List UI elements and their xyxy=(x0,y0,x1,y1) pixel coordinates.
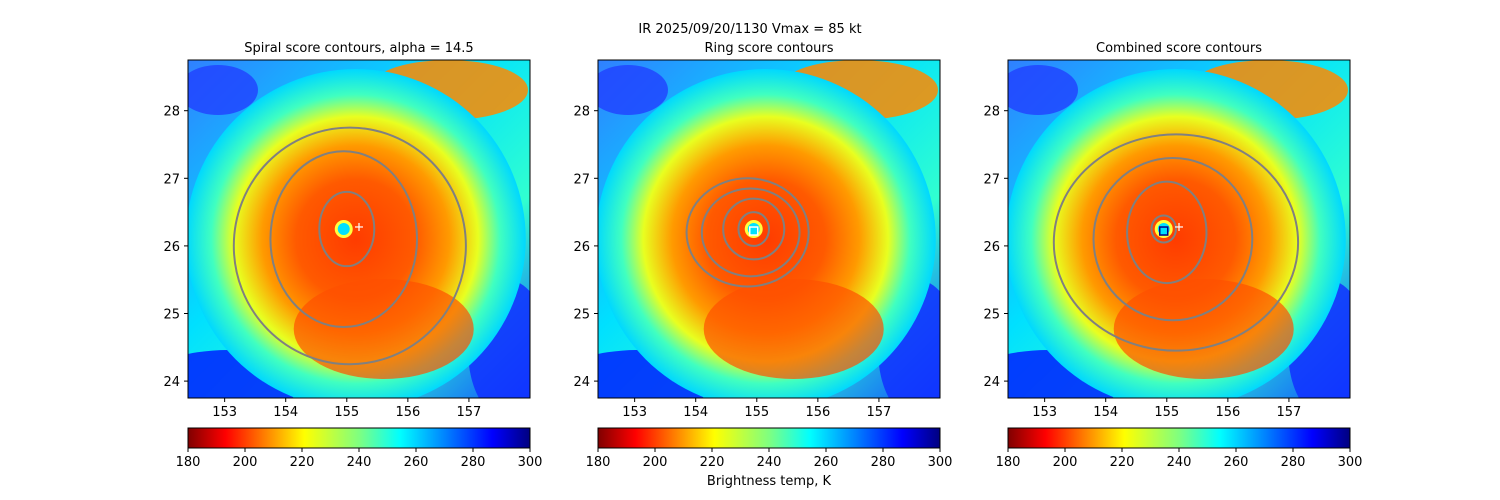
colorbar-tick-label: 240 xyxy=(347,455,372,470)
y-tick-label: 28 xyxy=(163,105,180,120)
cold-cloud-region xyxy=(598,65,668,115)
y-tick-label: 26 xyxy=(983,240,1000,255)
chart-panel-1: Spiral score contours, alpha = 14.5 153 15… xyxy=(163,41,543,470)
colorbar xyxy=(187,427,531,449)
colorbar-tick-label: 200 xyxy=(643,455,668,470)
score-contour xyxy=(737,211,770,247)
colorbar-tick-label: 300 xyxy=(518,455,543,470)
chart-panel-2: Ring score contours 153 154 155 156 157 24 25 26… xyxy=(573,41,953,470)
colorbar-tick-label: 240 xyxy=(757,455,782,470)
x-tick-label: 155 xyxy=(1154,405,1179,420)
score-contour xyxy=(318,190,376,268)
x-tick-label: 157 xyxy=(457,405,482,420)
storm-eye xyxy=(747,223,760,235)
y-tick-label: 28 xyxy=(573,105,590,120)
x-tick-label: 155 xyxy=(744,405,769,420)
y-tick-label: 24 xyxy=(573,375,590,390)
colorbar-tick-label: 260 xyxy=(814,455,839,470)
x-tick-label: 154 xyxy=(683,405,708,420)
rainband xyxy=(703,279,884,379)
colorbar-label: Brightness temp, K xyxy=(707,474,832,489)
y-tick-label: 24 xyxy=(163,375,180,390)
colorbar-tick-label: 220 xyxy=(1110,455,1135,470)
x-tick-label: 153 xyxy=(212,405,237,420)
score-contour xyxy=(722,197,786,261)
storm-eye xyxy=(1157,223,1170,235)
cold-cloud-region xyxy=(188,65,258,115)
score-contour xyxy=(1052,133,1300,352)
storm-eye xyxy=(337,223,350,235)
y-tick-label: 24 xyxy=(983,375,1000,390)
rainband xyxy=(293,279,474,379)
satellite-image xyxy=(1008,60,1350,398)
cold-cloud-region xyxy=(1008,65,1078,115)
colorbar-tick-label: 180 xyxy=(176,455,201,470)
center-marker xyxy=(748,226,759,236)
y-tick-label: 25 xyxy=(573,308,590,323)
y-tick-label: 28 xyxy=(983,105,1000,120)
score-contour xyxy=(700,187,801,278)
colorbar-tick-label: 260 xyxy=(404,455,429,470)
x-tick-label: 154 xyxy=(273,405,298,420)
figure-suptitle: IR 2025/09/20/1130 Vmax = 85 kt xyxy=(638,22,862,37)
panel-title: Combined score contours xyxy=(1096,41,1262,56)
colorbar-tick-label: 200 xyxy=(1053,455,1078,470)
y-tick-label: 26 xyxy=(163,240,180,255)
y-tick-label: 27 xyxy=(163,172,180,187)
colorbar-tick-label: 240 xyxy=(1167,455,1192,470)
panel-title: Spiral score contours, alpha = 14.5 xyxy=(244,41,473,56)
axes-frame xyxy=(187,59,531,399)
y-tick-label: 25 xyxy=(163,308,180,323)
colorbar-tick-label: 300 xyxy=(928,455,953,470)
x-tick-label: 154 xyxy=(1093,405,1118,420)
x-tick-label: 155 xyxy=(334,405,359,420)
score-contour xyxy=(232,126,467,366)
colorbar-tick-label: 220 xyxy=(290,455,315,470)
colorbar-tick-label: 180 xyxy=(996,455,1021,470)
x-tick-label: 153 xyxy=(622,405,647,420)
x-tick-label: 153 xyxy=(1032,405,1057,420)
colorbar-tick-label: 220 xyxy=(700,455,725,470)
y-tick-label: 26 xyxy=(573,240,590,255)
colorbar-tick-label: 200 xyxy=(233,455,258,470)
x-tick-label: 156 xyxy=(1215,405,1240,420)
chart-panel-3: Combined score contours 153 154 155 156 157 24… xyxy=(983,41,1363,470)
colorbar-tick-label: 280 xyxy=(871,455,896,470)
colorbar-tick-label: 260 xyxy=(1224,455,1249,470)
colorbar-tick-label: 280 xyxy=(461,455,486,470)
y-tick-label: 27 xyxy=(983,172,1000,187)
score-contour xyxy=(1150,214,1177,244)
x-tick-label: 157 xyxy=(867,405,892,420)
score-contour xyxy=(1092,157,1254,322)
x-tick-label: 156 xyxy=(395,405,420,420)
colorbar-tick-label: 300 xyxy=(1338,455,1363,470)
colorbar xyxy=(1007,427,1351,449)
y-tick-label: 25 xyxy=(983,308,1000,323)
axes-frame xyxy=(597,59,941,399)
panel-title: Ring score contours xyxy=(704,41,833,56)
center-marker-2 xyxy=(1158,226,1169,236)
colorbar-tick-label: 280 xyxy=(1281,455,1306,470)
x-tick-label: 157 xyxy=(1277,405,1302,420)
satellite-image xyxy=(188,60,530,398)
axes-frame xyxy=(1007,59,1351,399)
score-contour xyxy=(1126,180,1208,285)
score-contour xyxy=(685,177,810,288)
colorbar xyxy=(597,427,941,449)
colorbar-tick-label: 180 xyxy=(586,455,611,470)
y-tick-label: 27 xyxy=(573,172,590,187)
rainband xyxy=(1113,279,1294,379)
satellite-image xyxy=(598,60,940,398)
score-contour xyxy=(269,150,419,329)
x-tick-label: 156 xyxy=(805,405,830,420)
